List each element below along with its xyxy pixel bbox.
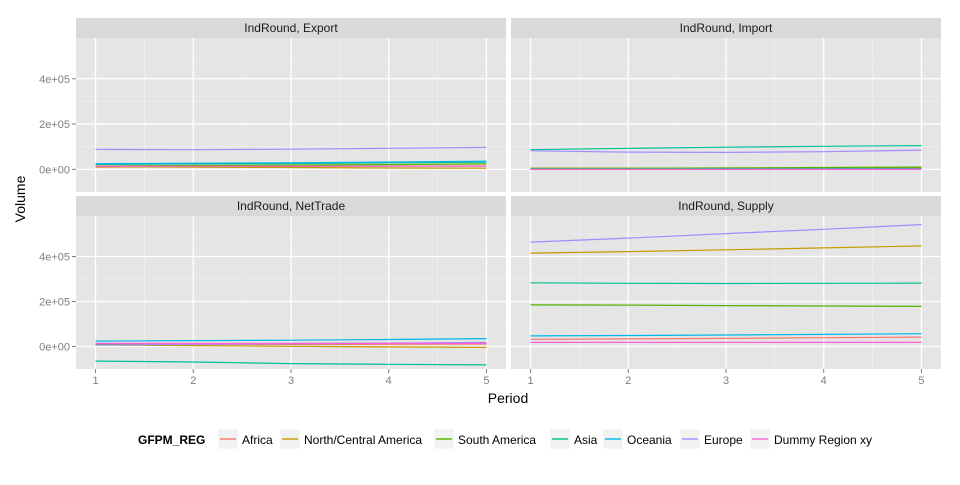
y-tick-label: 2e+05 <box>39 119 70 131</box>
x-axis-title: Period <box>488 390 528 406</box>
facet-strip-title: IndRound, Export <box>244 21 338 35</box>
legend-label: Oceania <box>627 433 672 447</box>
x-tick-label: 1 <box>92 375 98 387</box>
facet-strip-title: IndRound, NetTrade <box>237 199 346 213</box>
facet-strip-title: IndRound, Supply <box>678 199 773 213</box>
legend: GFPM_REG Africa North/Central America South… <box>138 429 872 449</box>
y-axis-title: Volume <box>12 175 28 222</box>
legend-label: South America <box>458 433 536 447</box>
y-tick-label: 0e+00 <box>39 164 70 176</box>
legend-item-asia: Asia <box>550 429 598 449</box>
legend-item-north-central-america: North/Central America <box>280 429 422 449</box>
x-tick-label: 4 <box>821 375 827 387</box>
x-tick-label: 5 <box>918 375 924 387</box>
legend-label: Africa <box>242 433 273 447</box>
facet-panel-indround-import: IndRound, Import <box>511 18 941 192</box>
legend-title: GFPM_REG <box>138 433 205 447</box>
legend-label: Asia <box>574 433 598 447</box>
x-tick-label: 5 <box>483 375 489 387</box>
facet-panel-indround-nettrade: IndRound, NetTrade 0e+00 2e+05 4e+05 1 2 3 4 5 <box>39 196 506 387</box>
y-tick-label: 2e+05 <box>39 297 70 309</box>
legend-item-dummy-region-xy: Dummy Region xy <box>750 429 872 449</box>
x-tick-label: 2 <box>625 375 631 387</box>
legend-label: Europe <box>704 433 743 447</box>
facet-panel-indround-export: IndRound, Export 0e+00 2e+05 4e+05 <box>39 18 506 192</box>
legend-item-oceania: Oceania <box>603 429 672 449</box>
x-tick-label: 3 <box>723 375 729 387</box>
y-tick-label: 4e+05 <box>39 74 70 86</box>
legend-item-south-america: South America <box>434 429 536 449</box>
facet-panel-indround-supply: IndRound, Supply 1 2 3 4 5 <box>511 196 941 387</box>
x-tick-label: 4 <box>386 375 392 387</box>
y-tick-label: 4e+05 <box>39 252 70 264</box>
legend-label: North/Central America <box>304 433 422 447</box>
legend-item-europe: Europe <box>680 429 743 449</box>
facet-strip-title: IndRound, Import <box>680 21 773 35</box>
legend-item-africa: Africa <box>218 429 273 449</box>
legend-label: Dummy Region xy <box>774 433 872 447</box>
y-tick-label: 0e+00 <box>39 342 70 354</box>
series-line-asia <box>531 283 922 284</box>
x-tick-label: 3 <box>288 375 294 387</box>
x-tick-label: 1 <box>527 375 533 387</box>
x-tick-label: 2 <box>190 375 196 387</box>
